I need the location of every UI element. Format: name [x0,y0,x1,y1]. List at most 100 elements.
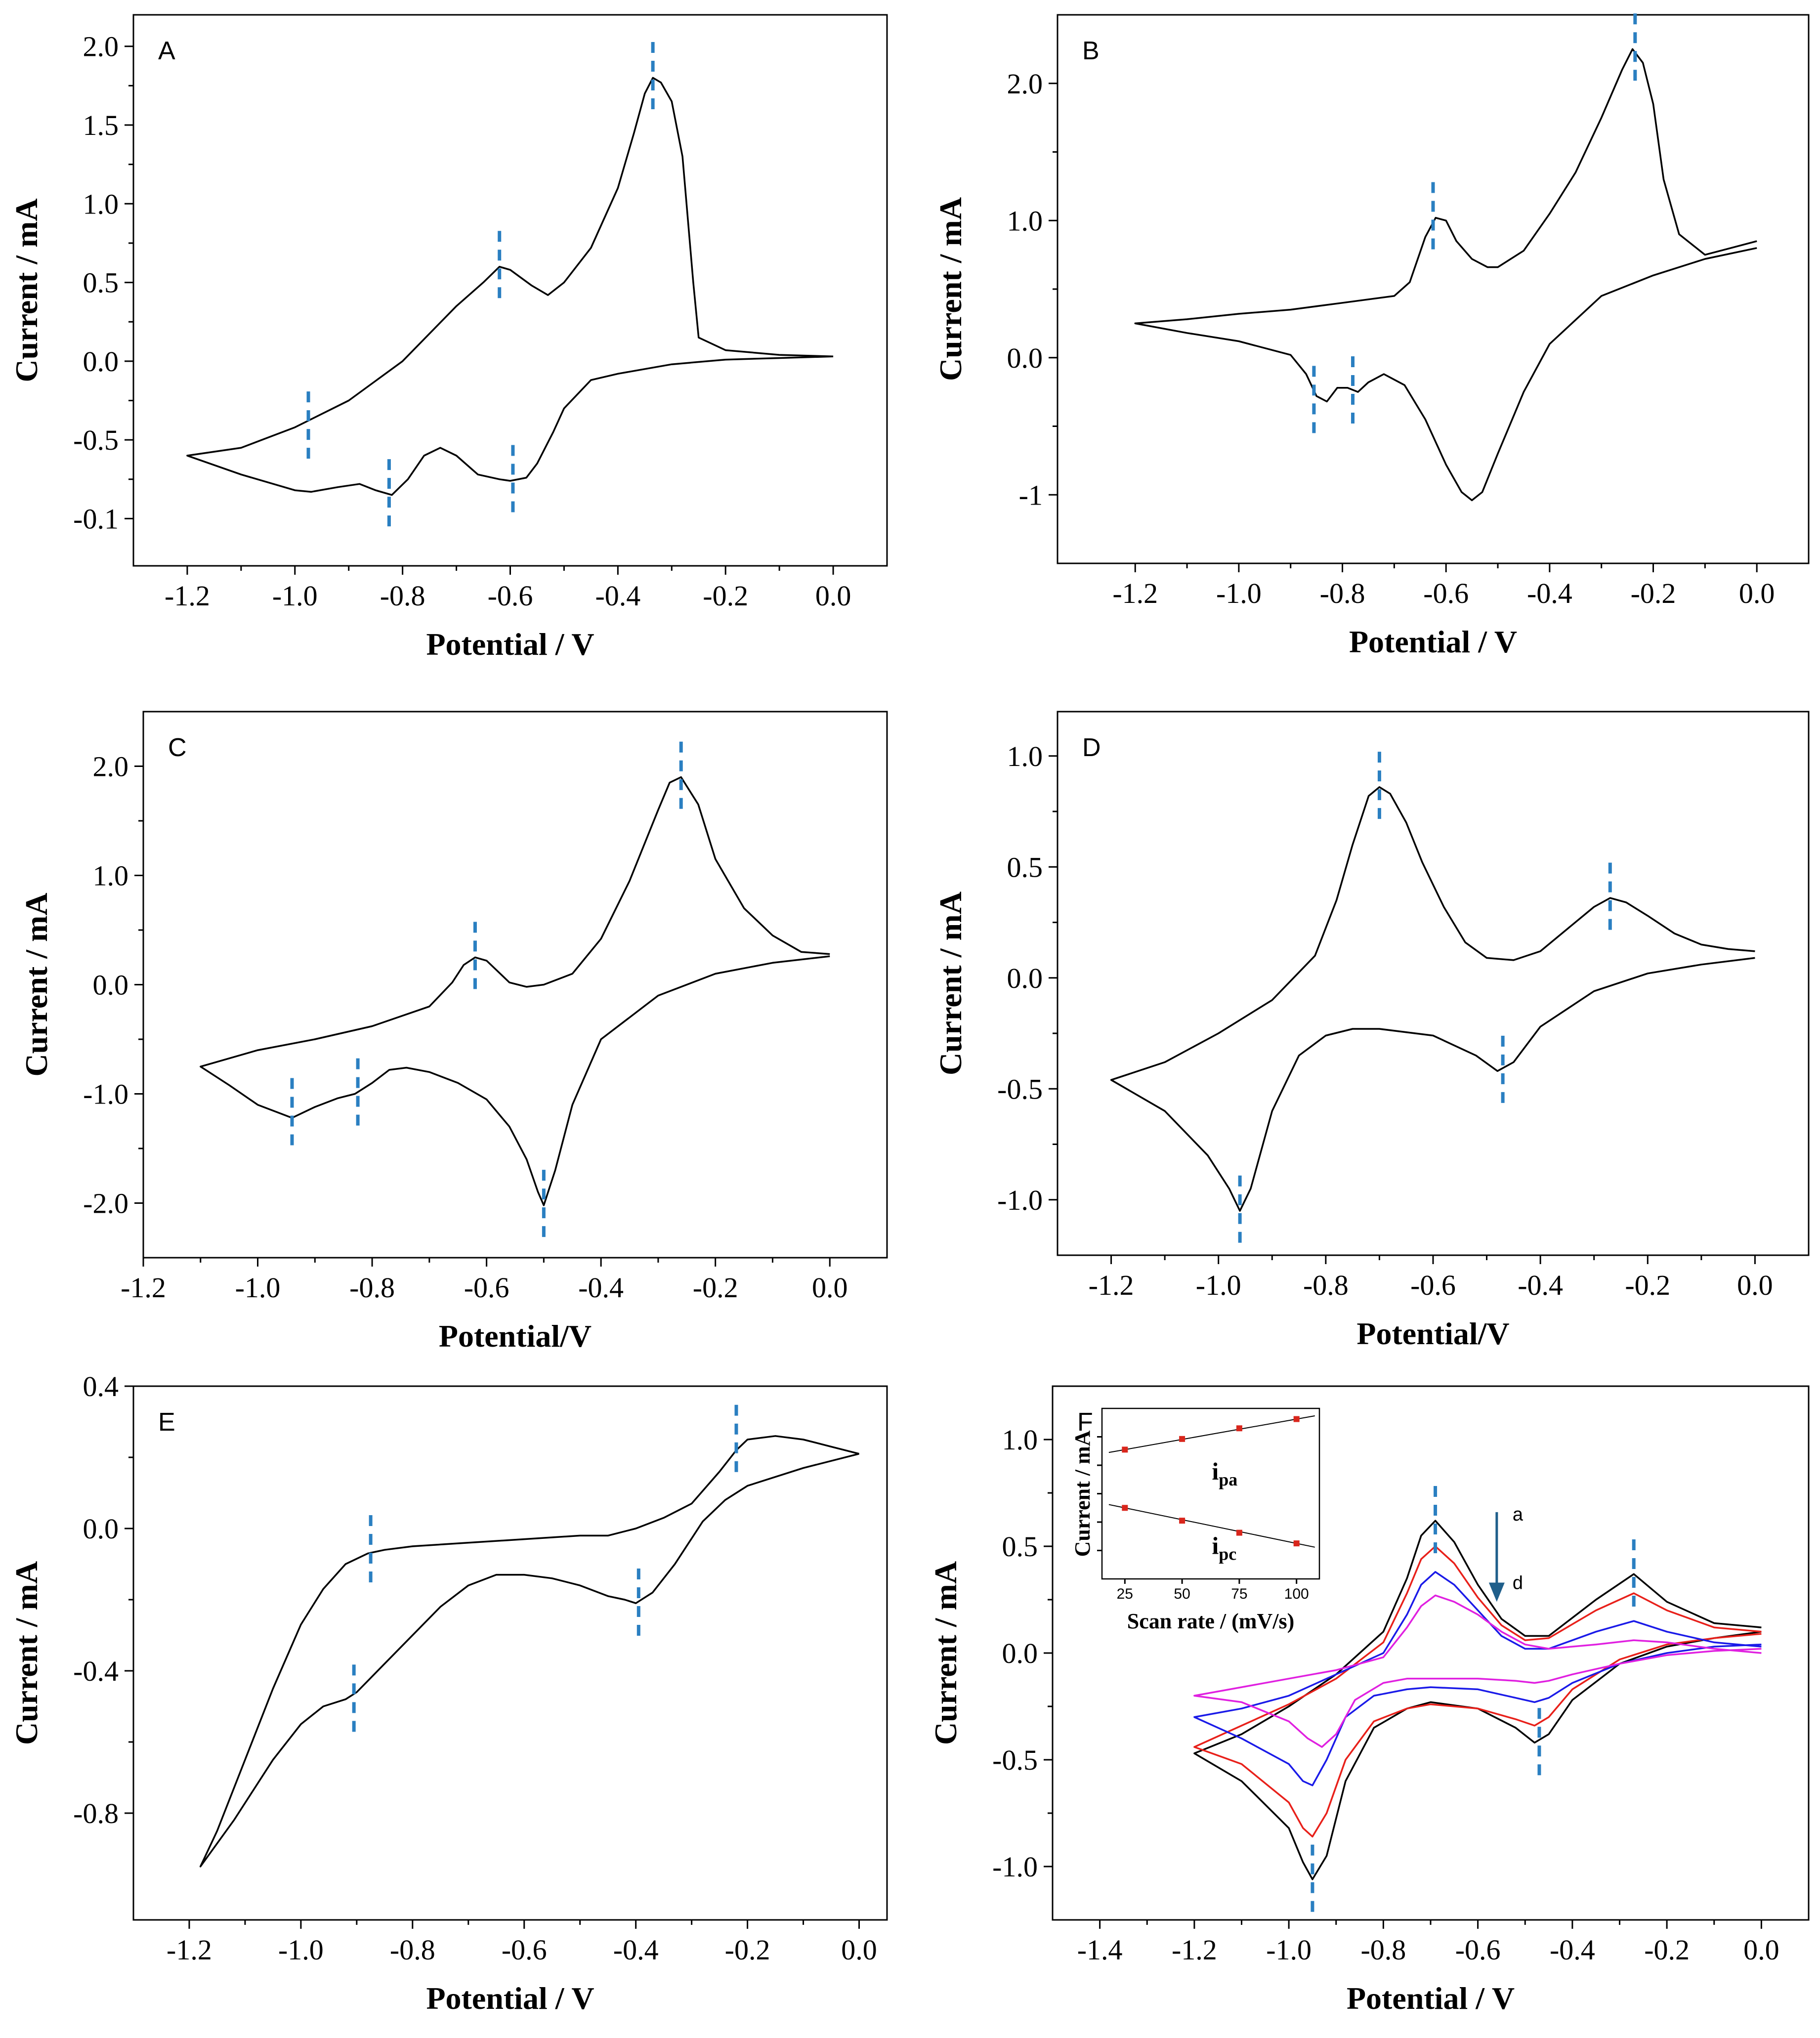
x-tick-label: -0.8 [1320,577,1365,609]
inset-point-ipc [1293,1540,1300,1547]
inset-x-axis-label: Scan rate / (mV/s) [1127,1609,1295,1633]
x-tick-label: -1.2 [121,1272,166,1304]
y-tick-label: 0.4 [83,1370,119,1402]
inset-point-ipc [1179,1518,1185,1524]
inset-point-ipa [1236,1425,1242,1432]
inset-series-subscript: pc [1219,1544,1236,1564]
y-tick-label: 1.0 [83,188,119,220]
y-tick-label: -0.5 [997,1073,1043,1105]
x-tick-label: -0.6 [488,580,533,612]
cv-curve-CV [186,77,834,496]
panel-d: -1.2 -1.0 -0.8 -0.6 -0.4 -0.2 0.0 1.0 0.5 0.0 -0.5… [933,711,1810,1351]
x-tick-label: 0.0 [1737,1269,1773,1301]
x-tick-label: 0.0 [812,1272,848,1304]
y-tick-label: -2.0 [83,1188,128,1220]
inset-point-ipc [1236,1529,1242,1536]
panel-letter: D [1082,733,1101,762]
plot-frame [1057,14,1810,564]
x-tick-label: -0.6 [1423,577,1469,609]
y-axis-label: Current / mA [19,892,54,1076]
y-tick-label: 1.0 [1007,740,1043,772]
y-tick-label: -1 [1019,479,1043,511]
y-tick-label: 1.0 [1002,1424,1038,1456]
y-axis-label: Current / mA [933,892,968,1075]
x-tick-label: 0.0 [841,1934,877,1966]
y-tick-label: 2.0 [83,31,119,63]
x-tick-label: -1.0 [1266,1934,1312,1966]
y-tick-label: 1.5 [83,109,119,141]
x-tick-label: -0.8 [1303,1269,1349,1301]
x-tick-label: -1.0 [235,1272,281,1304]
x-tick-label: -0.2 [725,1934,770,1966]
inset-fit-line-ipa [1108,1415,1315,1453]
panel-letter: C [168,733,187,762]
arrow-label-bottom: d [1513,1572,1523,1593]
y-axis-label: Current / mA [928,1561,963,1745]
y-tick-label: 0.5 [83,267,119,299]
x-tick-label: -0.2 [1631,577,1676,609]
cv-curve-a [1193,1520,1762,1880]
y-tick-label: 2.0 [1007,68,1043,100]
panel-a: -1.2 -1.0 -0.8 -0.6 -0.4 -0.2 0.0 2.0 1.5 1.0 0.5 0… [9,14,888,662]
x-tick-label: -0.6 [1410,1269,1456,1301]
inset-series-subscript: pa [1219,1470,1237,1489]
panel-f: -1.4 -1.2 -1.0 -0.8 -0.6 -0.4 -0.2 0.0 1.0 0.5 0.0… [928,1385,1810,2016]
x-tick-label: -1.2 [167,1934,212,1966]
x-tick-label: -0.4 [613,1934,659,1966]
x-tick-label: -1.2 [1089,1269,1134,1301]
inset-x-tick-label: 100 [1284,1586,1309,1602]
plot-frame [1057,711,1810,1256]
x-tick-label: -0.2 [693,1272,738,1304]
arrow-label-top: a [1513,1504,1524,1525]
panel-letter: A [158,37,175,65]
panel-c: -1.2 -1.0 -0.8 -0.6 -0.4 -0.2 0.0 2.0 1.0 0.0 -1.0… [19,711,888,1354]
cv-curve-CV [1110,786,1755,1212]
y-tick-label: -1.0 [83,1078,128,1110]
inset-x-tick-label: 50 [1174,1586,1190,1602]
x-tick-label: -1.2 [165,580,210,612]
y-tick-label: 0.0 [83,345,119,378]
x-tick-label: -0.8 [390,1934,435,1966]
inset-x-tick-label: 25 [1117,1586,1133,1602]
y-axis-label: Current / mA [9,1561,44,1745]
x-tick-label: -0.2 [1644,1934,1690,1966]
y-tick-label: 1.0 [93,860,129,892]
x-tick-label: -0.4 [1518,1269,1563,1301]
x-axis-label: Potential/V [439,1318,592,1354]
y-tick-label: 0.0 [1007,962,1043,994]
y-tick-label: -0.5 [992,1744,1038,1776]
inset-fit-line-ipc [1108,1504,1315,1548]
y-tick-label: 0.0 [1007,342,1043,374]
inset-chart: 25 50 75 100 Scan rate / (mV/s) Current / mA i… [1070,1407,1320,1633]
panel-letter: F [1077,1408,1093,1437]
y-tick-label: -0.8 [73,1797,119,1829]
x-tick-label: 0.0 [1743,1934,1779,1966]
x-tick-label: -0.6 [502,1934,547,1966]
panel-letter: B [1082,37,1100,65]
x-axis-label: Potential / V [426,1981,594,2016]
panel-letter: E [158,1408,175,1437]
y-tick-label: 2.0 [93,751,129,783]
y-tick-label: -0.4 [73,1655,119,1687]
plot-frame [132,14,888,567]
x-tick-label: -0.2 [703,580,748,612]
y-tick-label: 1.0 [1007,205,1043,237]
y-tick-label: 0.5 [1002,1530,1038,1563]
cv-curve-d [1193,1594,1762,1748]
x-tick-label: -1.0 [272,580,318,612]
inset-x-tick-label: 75 [1231,1586,1247,1602]
plot-frame [132,1385,888,1921]
cv-curve-CV [1134,48,1757,502]
x-tick-label: -0.8 [380,580,425,612]
y-tick-label: 0.0 [93,969,129,1001]
y-tick-label: 0.0 [1002,1637,1038,1669]
y-axis-label: Current / mA [933,197,968,381]
x-tick-label: -0.6 [1455,1934,1501,1966]
y-tick-label: -0.1 [73,503,119,535]
x-tick-label: 0.0 [1739,577,1775,609]
y-axis-label: Current / mA [9,198,44,382]
x-tick-label: -1.4 [1077,1934,1123,1966]
x-tick-label: -0.6 [464,1272,509,1304]
x-tick-label: -0.8 [349,1272,395,1304]
